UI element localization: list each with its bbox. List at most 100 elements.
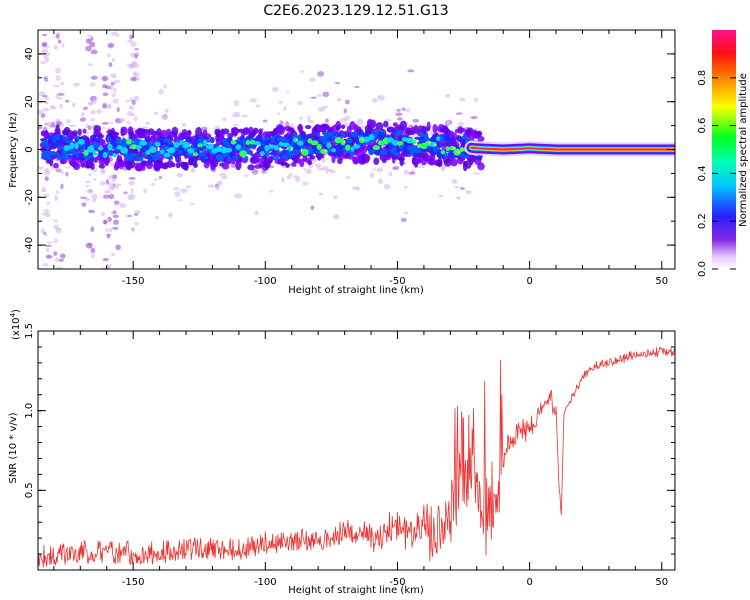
spectrogram-y-tick-label: -40 [24,237,35,253]
heatmap-streak-blob [127,39,133,43]
heatmap-faint-blob [395,112,403,117]
heatmap-peak-blob [167,147,176,154]
heatmap-faint-blob [181,123,187,127]
heatmap-band-blob [113,131,120,136]
heatmap-band-blob [195,126,203,137]
heatmap-streak-blob [112,98,119,104]
heatmap-faint-blob [42,107,50,112]
heatmap-faint-blob [142,126,149,129]
heatmap-streak-blob [103,219,108,225]
snr-y-tick-label: 1.0 [24,403,35,419]
heatmap-faint-blob [87,125,92,131]
colorbar-tick-label: 0.6 [697,118,708,134]
heatmap-streak-blob [45,247,50,253]
heatmap-peak-blob [102,151,108,159]
heatmap-streak-blob [60,122,65,127]
heatmap-faint-blob [86,189,93,194]
heatmap-faint-blob [401,107,406,111]
heatmap-ridge-layer [470,146,675,151]
heatmap-band-blob [477,135,485,142]
heatmap-core-blob [91,136,97,141]
heatmap-streak-blob [59,104,63,109]
heatmap-core-blob [255,136,263,141]
heatmap-peak-blob [77,138,85,145]
heatmap-faint-blob [310,96,317,99]
heatmap-streak-blob [53,251,58,257]
heatmap-faint-blob [408,171,415,175]
heatmap-peak-center [433,143,436,146]
heatmap-faint-blob [371,168,380,171]
heatmap-faint-blob [326,168,334,173]
heatmap-streak-blob [87,34,93,38]
heatmap-band-blob [205,133,212,140]
heatmap-core-blob [201,148,207,154]
heatmap-faint-blob [456,196,461,200]
heatmap-faint-blob [325,168,329,174]
snr-x-tick-label: -150 [122,577,145,588]
heatmap-peak-blob [429,141,438,148]
spectrogram-x-tick-label: -150 [122,276,145,287]
heatmap-streak-blob [113,31,118,36]
heatmap-band-blob [77,128,82,136]
heatmap-core-blob [462,153,471,159]
heatmap-peak-blob [154,141,161,147]
heatmap-peak-blob [330,148,337,153]
heatmap-peak-blob [225,147,233,153]
heatmap-faint-blob [396,117,403,121]
heatmap-faint-blob [336,97,342,102]
heatmap-peak-blob [182,141,190,149]
heatmap-faint-blob [81,202,87,207]
heatmap-streak-blob [57,39,62,44]
heatmap-core-blob [378,132,386,140]
heatmap-core-blob [442,142,448,146]
colorbar-ticks: 0.0 0.2 0.4 0.6 0.8 [697,70,736,277]
heatmap-faint-blob [126,120,131,125]
heatmap-faint-blob [286,90,290,93]
heatmap-faint-blob [158,175,162,180]
heatmap-faint-blob [383,184,391,190]
heatmap-streak-blob [130,62,137,68]
heatmap-band-blob [320,154,325,159]
spectrogram-x-tick-label: 50 [655,276,668,287]
heatmap-core-blob [62,153,71,160]
heatmap-faint-blob [255,104,261,108]
heatmap-faint-blob [344,99,350,105]
heatmap-core-blob [396,147,401,153]
heatmap-core-blob [148,141,154,148]
heatmap-faint-blob [179,188,188,193]
heatmap-peak-blob [179,140,184,145]
heatmap-streak-blob [45,96,50,101]
heatmap-core-blob [366,145,372,151]
heatmap-faint-blob [300,70,305,73]
heatmap-band-blob [233,128,241,133]
heatmap-faint-blob [278,101,284,104]
snr-y-tick-label: 1.5 [24,323,35,339]
heatmap-peak-blob [87,145,95,153]
heatmap-faint-blob [325,118,329,123]
heatmap-band-blob [193,162,198,169]
snr-y-label: SNR (10 * v/v) [8,412,19,483]
heatmap-faint-blob [241,114,248,118]
snr-x-tick-label: 50 [655,577,668,588]
heatmap-core-blob [167,156,174,160]
heatmap-streak-blob [108,193,115,200]
heatmap-peak-blob [205,144,214,150]
heatmap-band-blob [44,129,49,139]
heatmap-faint-blob [145,121,150,125]
heatmap-faint-blob [301,181,309,186]
heatmap-core-blob [107,150,115,155]
heatmap-band-blob [307,160,313,166]
heatmap-peak-blob [354,144,361,149]
heatmap-core-blob [193,158,199,162]
heatmap-streak-blob [46,201,50,206]
heatmap-faint-blob [289,172,293,176]
heatmap-core-blob [419,132,425,138]
heatmap-faint-blob [38,109,44,115]
heatmap-peak-blob [326,142,332,149]
heatmap-core-blob [56,145,64,151]
heatmap-streak-blob [40,60,47,64]
heatmap-streak-blob [113,210,117,215]
snr-y-multiplier-close: ) [11,309,22,313]
heatmap-streak-blob [128,181,136,186]
heatmap-streak-blob [53,195,59,201]
